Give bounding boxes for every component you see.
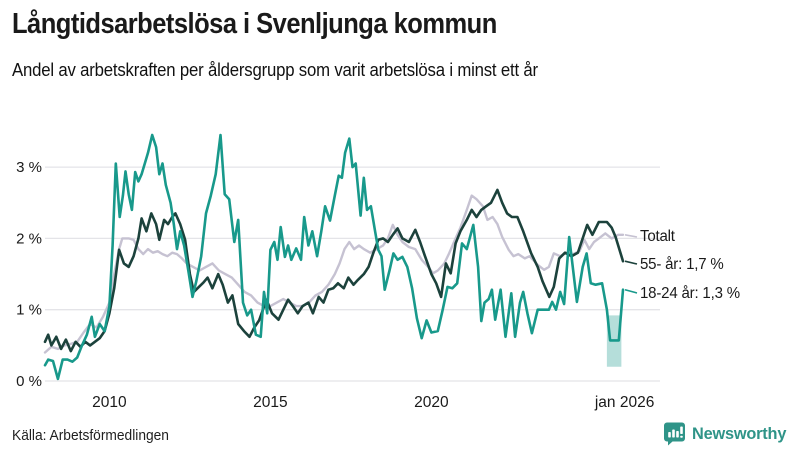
legend-label-55-ar: 55- år: 1,7 % xyxy=(640,256,724,273)
series-line-totalt xyxy=(43,194,625,354)
legend-connector-totalt xyxy=(624,234,638,238)
y-tick-label: 0 % xyxy=(16,373,42,390)
newsworthy-logo-icon xyxy=(663,422,685,446)
legend-connector-55-ar xyxy=(624,260,638,265)
newsworthy-brand-text: Newsworthy xyxy=(691,423,787,443)
x-tick-label: 2015 xyxy=(253,394,287,411)
x-tick-label: 2010 xyxy=(92,394,127,411)
series-line-55-ar xyxy=(43,188,625,353)
series-line-18-24-ar xyxy=(43,133,625,381)
y-tick-label: 1 % xyxy=(16,302,42,319)
y-tick-label: 2 % xyxy=(16,230,42,247)
chart-subtitle: Andel av arbetskraften per åldersgrupp s… xyxy=(12,60,538,80)
y-tick-label: 3 % xyxy=(16,159,42,176)
newsworthy-brand: Newsworthy xyxy=(663,421,790,446)
x-tick-label: 2020 xyxy=(414,394,449,411)
legend-label-18-24-ar: 18-24 år: 1,3 % xyxy=(640,285,740,302)
legend-label-totalt: Totalt xyxy=(640,228,675,245)
source-note: Källa: Arbetsförmedlingen xyxy=(12,428,169,444)
x-tick-label: jan 2026 xyxy=(594,394,654,411)
legend-connector-18-24-ar xyxy=(624,288,638,294)
chart-title: Långtidsarbetslösa i Svenljunga kommun xyxy=(12,8,497,40)
